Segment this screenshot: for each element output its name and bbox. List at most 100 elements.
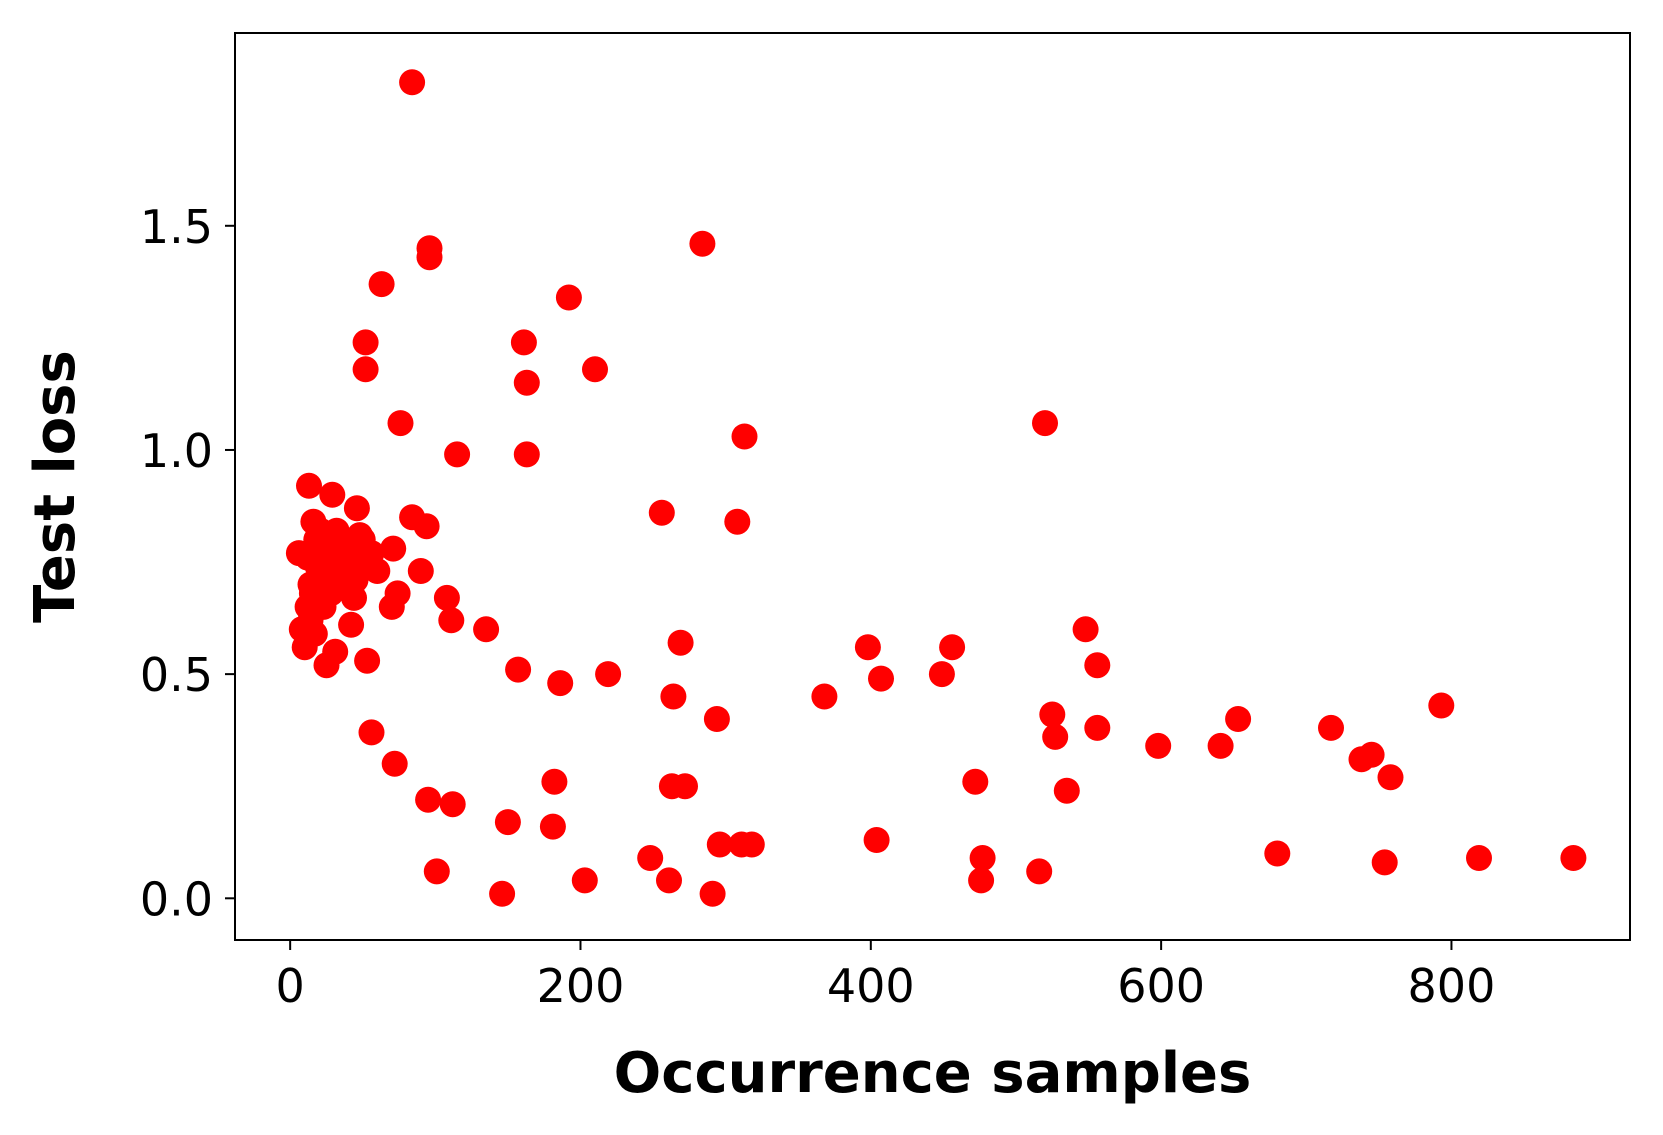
data-point-0-113 <box>863 827 890 853</box>
data-point-0-20 <box>343 495 370 522</box>
data-point-0-11 <box>1032 410 1058 437</box>
data-point-0-76 <box>667 629 694 656</box>
data-point-0-15 <box>513 441 540 468</box>
data-point-0-14 <box>444 441 471 468</box>
x-tick-label: 800 <box>1408 959 1496 1013</box>
data-point-0-10 <box>513 369 540 396</box>
x-tick-label: 0 <box>276 959 305 1013</box>
data-point-0-87 <box>1042 723 1069 750</box>
data-point-0-5 <box>555 284 582 311</box>
data-point-0-77 <box>660 683 687 710</box>
data-point-0-92 <box>1318 714 1344 741</box>
data-point-0-27 <box>473 616 500 643</box>
data-point-0-79 <box>811 683 838 710</box>
data-point-0-95 <box>1377 764 1404 791</box>
data-point-0-99 <box>415 786 442 813</box>
data-point-0-91 <box>1225 706 1252 732</box>
data-point-0-119 <box>1466 845 1492 871</box>
data-point-0-109 <box>656 867 682 894</box>
data-point-0-118 <box>1371 849 1398 876</box>
data-point-0-6 <box>352 329 379 356</box>
data-point-0-123 <box>571 867 598 894</box>
data-point-0-74 <box>547 670 574 697</box>
data-point-0-24 <box>407 558 434 584</box>
data-point-0-29 <box>378 593 405 620</box>
data-point-0-53 <box>364 558 391 584</box>
data-point-0-71 <box>298 580 325 607</box>
data-point-0-19 <box>319 481 346 508</box>
data-point-0-72 <box>354 647 381 674</box>
data-point-0-90 <box>1207 732 1234 759</box>
data-point-0-62 <box>322 638 349 665</box>
data-point-0-105 <box>1053 777 1080 804</box>
data-point-0-23 <box>380 535 407 562</box>
data-point-0-0 <box>399 69 426 96</box>
data-point-0-57 <box>304 553 331 580</box>
data-point-0-70 <box>345 558 372 584</box>
data-point-0-100 <box>439 791 466 818</box>
data-point-0-84 <box>1072 616 1099 643</box>
data-point-0-26 <box>438 607 465 634</box>
data-point-0-18 <box>296 472 322 499</box>
data-point-0-104 <box>962 768 989 795</box>
data-point-0-101 <box>541 768 568 795</box>
y-axis-label: Test loss <box>23 350 88 623</box>
data-point-0-108 <box>637 845 664 871</box>
data-points <box>285 69 1587 907</box>
x-tick-label: 400 <box>827 959 915 1013</box>
data-point-0-115 <box>968 867 995 894</box>
data-point-0-112 <box>738 831 765 858</box>
x-tick-label: 200 <box>537 959 625 1013</box>
data-point-0-22 <box>413 513 440 540</box>
data-point-0-9 <box>582 356 608 383</box>
data-point-0-56 <box>301 620 328 647</box>
data-point-0-120 <box>1560 845 1587 871</box>
data-point-0-103 <box>539 813 566 840</box>
data-point-0-78 <box>703 706 730 732</box>
y-axis-ticks: 0.0 0.5 1.0 1.5 <box>140 200 235 926</box>
data-point-0-1 <box>689 230 716 257</box>
data-point-0-4 <box>368 271 395 298</box>
x-tick-label: 600 <box>1117 959 1205 1013</box>
data-point-0-3 <box>416 244 443 271</box>
data-point-0-8 <box>352 356 379 383</box>
data-point-0-121 <box>423 858 450 885</box>
data-point-0-13 <box>731 423 758 450</box>
data-point-0-7 <box>510 329 537 356</box>
data-point-0-88 <box>1084 714 1111 741</box>
data-point-0-58 <box>307 517 334 544</box>
data-point-0-96 <box>1428 692 1455 719</box>
data-point-0-17 <box>724 508 751 535</box>
y-tick-label: 0.0 <box>140 872 213 926</box>
data-point-0-82 <box>928 661 955 688</box>
data-point-0-116 <box>1026 858 1053 885</box>
data-point-0-114 <box>969 845 996 871</box>
data-point-0-73 <box>505 656 532 683</box>
y-tick-label: 1.0 <box>140 424 213 478</box>
data-point-0-117 <box>1264 840 1291 867</box>
data-point-0-110 <box>706 831 733 858</box>
data-point-0-80 <box>854 634 881 661</box>
data-point-0-12 <box>387 410 414 437</box>
x-axis-ticks: 0 200 400 600 800 <box>276 940 1496 1013</box>
data-point-0-25 <box>433 584 460 611</box>
y-tick-label: 0.5 <box>140 648 213 702</box>
data-point-0-83 <box>939 634 966 661</box>
data-point-0-97 <box>358 719 385 746</box>
data-point-0-98 <box>381 750 408 777</box>
data-point-0-86 <box>1039 701 1066 728</box>
data-point-0-122 <box>489 880 516 907</box>
plot-frame <box>234 32 1631 941</box>
data-point-0-75 <box>595 661 622 688</box>
data-point-0-89 <box>1145 732 1172 759</box>
data-point-0-102 <box>494 809 521 836</box>
y-tick-label: 1.5 <box>140 200 213 254</box>
data-point-0-48 <box>338 611 365 638</box>
data-point-0-94 <box>1358 741 1385 768</box>
data-point-0-107 <box>672 773 698 800</box>
data-point-0-124 <box>699 880 726 907</box>
data-point-0-81 <box>868 665 894 692</box>
x-axis-label: Occurrence samples <box>614 1041 1252 1106</box>
